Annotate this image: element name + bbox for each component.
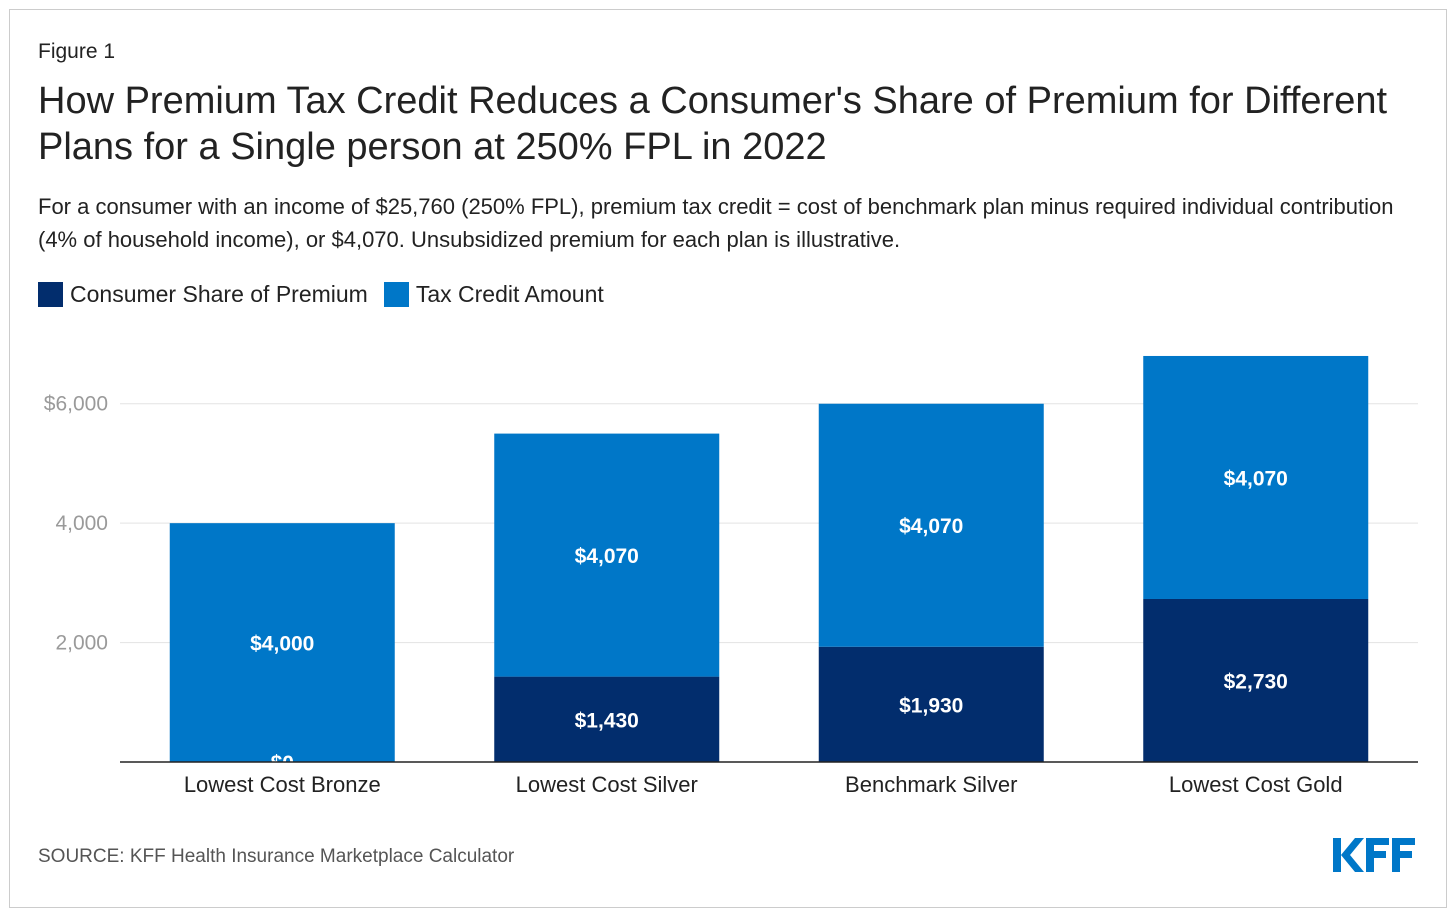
data-label-consumer-share-0: $0 bbox=[271, 752, 294, 775]
data-label-tax-credit-0: $4,000 bbox=[250, 633, 314, 656]
source-note: SOURCE: KFF Health Insurance Marketplace… bbox=[38, 846, 515, 867]
data-label-consumer-share-2: $1,930 bbox=[899, 694, 963, 717]
y-tick-label-2000: 2,000 bbox=[55, 632, 108, 655]
chart-title: How Premium Tax Credit Reduces a Consume… bbox=[38, 80, 1388, 168]
figure-label: Figure 1 bbox=[38, 40, 116, 63]
data-label-consumer-share-3: $2,730 bbox=[1224, 670, 1288, 693]
bar-consumer-share-2[interactable] bbox=[818, 646, 1044, 762]
bar-tax-credit-3[interactable] bbox=[1143, 355, 1369, 599]
label-layer: $0 $4,000 Lowest Cost Bronze $1,430 $4,070 Lo… bbox=[120, 467, 1418, 797]
data-label-tax-credit-3: $4,070 bbox=[1224, 467, 1288, 490]
bar-tax-credit-1[interactable] bbox=[494, 433, 720, 677]
legend-item-tax-credit[interactable]: Tax Credit Amount bbox=[383, 281, 604, 308]
legend-swatch-tax-credit bbox=[383, 282, 409, 307]
bar-consumer-share-1[interactable] bbox=[494, 676, 720, 762]
legend-label-tax-credit: Tax Credit Amount bbox=[415, 281, 604, 307]
legend-label-consumer-share: Consumer Share of Premium bbox=[70, 281, 368, 307]
kff-logo[interactable] bbox=[1333, 836, 1417, 874]
x-category-label-1: Lowest Cost Silver bbox=[516, 772, 698, 797]
legend-swatch-consumer-share bbox=[38, 282, 63, 307]
chart-subtitle: For a consumer with an income of $25,760… bbox=[38, 194, 1394, 252]
x-category-label-2: Benchmark Silver bbox=[845, 772, 1017, 797]
data-label-consumer-share-1: $1,430 bbox=[575, 709, 639, 732]
bar-tax-credit-0[interactable] bbox=[169, 523, 395, 762]
legend-item-consumer-share[interactable]: Consumer Share of Premium bbox=[38, 281, 368, 308]
bar-consumer-share-3[interactable] bbox=[1143, 598, 1369, 762]
data-label-tax-credit-2: $4,070 bbox=[899, 515, 963, 538]
y-tick-label-6000: $6,000 bbox=[44, 393, 108, 416]
bar-layer bbox=[169, 355, 1369, 762]
chart-legend: Consumer Share of Premium Tax Credit Amo… bbox=[38, 281, 620, 308]
data-label-tax-credit-1: $4,070 bbox=[575, 545, 639, 568]
x-category-label-3: Lowest Cost Gold bbox=[1169, 772, 1343, 797]
y-tick-label-4000: 4,000 bbox=[55, 512, 108, 535]
x-category-label-0: Lowest Cost Bronze bbox=[184, 772, 381, 797]
bar-tax-credit-2[interactable] bbox=[818, 403, 1044, 647]
